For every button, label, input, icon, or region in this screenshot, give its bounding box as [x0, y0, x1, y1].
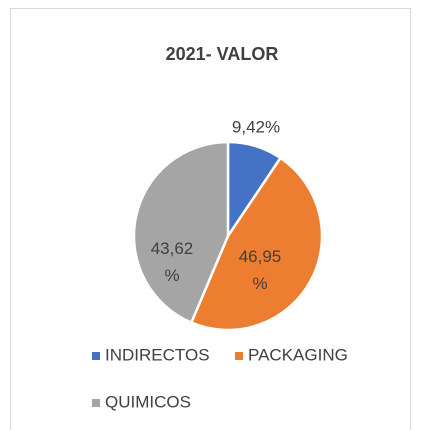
data-label: 43,62%	[151, 239, 194, 285]
chart-title: 2021- VALOR	[166, 44, 279, 64]
legend-swatch	[235, 352, 243, 360]
data-label: 46,95%	[239, 247, 282, 293]
data-label: 9,42%	[232, 117, 280, 136]
pie-slice	[189, 156, 324, 332]
legend-swatch	[92, 399, 100, 407]
legend-label: PACKAGING	[248, 345, 348, 364]
pie-slice	[132, 140, 230, 325]
legend-label: INDIRECTOS	[105, 345, 210, 364]
legend-label: QUIMICOS	[105, 392, 191, 411]
legend-swatch	[92, 352, 100, 360]
